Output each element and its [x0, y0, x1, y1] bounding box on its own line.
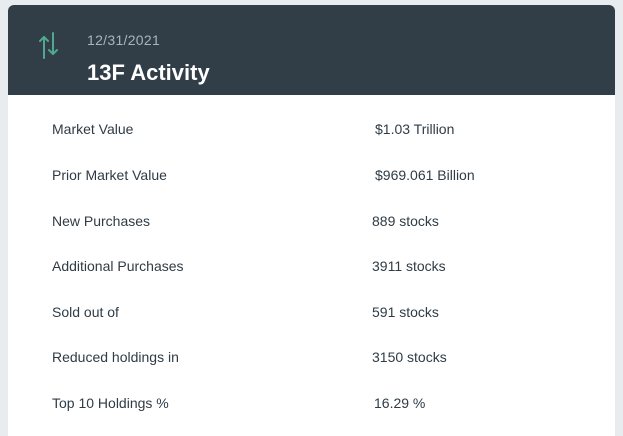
row-prior-market-value: Prior Market Value $969.061 Billion	[8, 164, 615, 188]
row-top-10-holdings: Top 10 Holdings % 16.29 %	[8, 392, 615, 416]
row-value: 3150 stocks	[372, 349, 447, 365]
row-label: Sold out of	[52, 304, 119, 320]
row-value: 889 stocks	[372, 213, 439, 229]
row-value: 16.29 %	[374, 395, 426, 411]
row-label: Top 10 Holdings %	[52, 395, 169, 411]
up-down-arrows-icon	[36, 28, 62, 64]
row-label: Prior Market Value	[52, 167, 167, 183]
row-value: $1.03 Trillion	[375, 121, 455, 137]
row-label: New Purchases	[52, 213, 151, 229]
activity-card: 12/31/2021 13F Activity Market Value $1.…	[8, 5, 615, 436]
row-market-value: Market Value $1.03 Trillion	[8, 118, 615, 142]
row-value: 3911 stocks	[372, 258, 446, 274]
row-reduced-holdings: Reduced holdings in 3150 stocks	[8, 346, 615, 370]
row-new-purchases: New Purchases 889 stocks	[8, 210, 615, 234]
card-header: 12/31/2021 13F Activity	[8, 5, 615, 95]
report-date: 12/31/2021	[87, 32, 161, 48]
row-additional-purchases: Additional Purchases 3911 stocks	[8, 255, 615, 279]
row-label: Market Value	[52, 121, 134, 137]
row-label: Additional Purchases	[52, 258, 184, 274]
row-value: $969.061 Billion	[375, 167, 475, 183]
row-label: Reduced holdings in	[52, 349, 179, 365]
row-value: 591 stocks	[372, 304, 439, 320]
card-title: 13F Activity	[87, 60, 210, 85]
row-sold-out: Sold out of 591 stocks	[8, 301, 615, 325]
